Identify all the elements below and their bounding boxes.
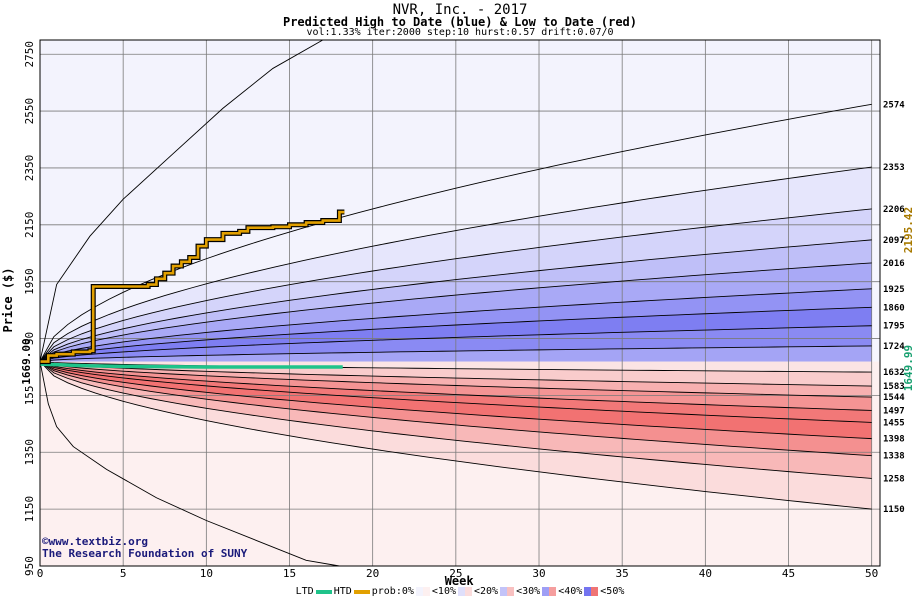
legend-lt10: <10% [431, 586, 456, 597]
probability-band-low [40, 361, 872, 456]
percentile-curve [39, 262, 872, 362]
watermark-url: ©www.textbiz.org [42, 535, 148, 548]
percentile-curve [39, 103, 872, 362]
percentile-curve [39, 239, 872, 362]
legend-lt50: <50% [600, 586, 625, 597]
percentile-curve [39, 306, 872, 362]
x-tick-label: 25 [449, 567, 462, 580]
legend-swatch-20 [458, 587, 472, 596]
curve-end-label: 1258 [883, 474, 905, 484]
y-tick-label: 155 [23, 385, 36, 405]
curve-end-label: 2353 [883, 163, 905, 173]
percentile-curve [39, 361, 872, 398]
x-tick-label: 20 [366, 567, 379, 580]
probability-band-high [40, 167, 872, 362]
y-axis-label: Price ($) [1, 267, 15, 332]
x-tick-label: 35 [616, 567, 629, 580]
y-tick-label: 50 [23, 332, 36, 345]
y-tick-label: 2550 [23, 98, 36, 125]
x-tick-label: 15 [283, 567, 296, 580]
curve-end-label: 1455 [883, 418, 905, 428]
y-tick-label: 2350 [23, 155, 36, 182]
chart-params: vol:1.33% iter:2000 step:10 hurst:0.57 d… [306, 27, 614, 38]
watermark-org: The Research Foundation of SUNY [42, 547, 248, 560]
x-tick-label: 30 [532, 567, 545, 580]
plot-border [39, 39, 881, 567]
percentile-curve [39, 361, 872, 387]
curve-end-label: 2206 [883, 205, 905, 215]
curve-end-label: 1398 [883, 435, 905, 445]
legend-lt40: <40% [558, 586, 583, 597]
percentile-curve [39, 361, 872, 479]
percentile-curve [39, 325, 872, 363]
curve-end-label: 1860 [883, 303, 905, 313]
chart-subtitle: Predicted High to Date (blue) & Low to D… [282, 15, 637, 29]
y-tick-label: 1950 [23, 268, 36, 295]
legend-ltd-label: LTD [295, 586, 314, 597]
x-tick-label: 50 [865, 567, 878, 580]
x-axis-label: Week [445, 574, 475, 588]
legend-swatch-50 [584, 587, 599, 596]
y-tick-label: 2750 [23, 41, 36, 68]
outer-high-envelope [39, 39, 323, 362]
percentile-curve [39, 361, 872, 440]
probability-band-high [40, 288, 872, 362]
legend: LTD HTD prob:0% <10% <20% <30% <40% <50% [0, 586, 920, 597]
percentile-curve [39, 345, 872, 363]
legend-swatch-40 [542, 587, 557, 596]
curve-end-label: 1795 [883, 322, 905, 332]
percentile-curve [39, 361, 872, 411]
legend-htd-label: HTD [333, 586, 352, 597]
ltd-series-line [39, 362, 343, 369]
curve-end-label: 1724 [883, 342, 905, 352]
outer-low-envelope [39, 361, 340, 567]
curve-end-label: 1150 [883, 505, 905, 515]
curve-end-label: 1632 [883, 368, 905, 378]
probability-band-high [40, 208, 872, 362]
htd-value-label: 2195.42 [902, 207, 915, 253]
probability-band-low [40, 361, 872, 479]
curve-end-label: 1583 [883, 382, 905, 392]
curve-end-label: 1544 [883, 393, 905, 403]
percentile-curve [39, 288, 872, 362]
y-tick-label: 2150 [23, 212, 36, 239]
legend-lt30: <30% [516, 586, 541, 597]
x-tick-label: 5 [120, 567, 127, 580]
chart-title: NVR, Inc. - 2017 [392, 2, 528, 18]
probability-band-high [40, 239, 872, 362]
x-tick-label: 0 [37, 567, 44, 580]
percentile-curve [39, 361, 872, 510]
y-tick-label: 950 [23, 556, 36, 576]
probability-band-low [40, 361, 872, 510]
probability-band-high [40, 104, 872, 362]
htd-series-line [40, 210, 345, 363]
y-tick-label: 1350 [23, 439, 36, 466]
percentile-curve [39, 361, 872, 457]
legend-lt20: <20% [474, 586, 499, 597]
start-price-label: 1669.00 [20, 338, 33, 384]
curve-end-label: 1925 [883, 285, 905, 295]
probability-band-low [40, 361, 872, 423]
curve-end-label: 1338 [883, 452, 905, 462]
curve-end-label: 2097 [883, 236, 905, 246]
x-tick-label: 40 [699, 567, 712, 580]
x-tick-label: 45 [782, 567, 795, 580]
probability-band-high [40, 40, 872, 362]
y-tick-label: 1150 [23, 496, 36, 523]
curve-end-label: 2574 [883, 100, 905, 110]
probability-band-low [40, 361, 872, 439]
percentile-curve [39, 166, 872, 362]
percentile-curve [39, 208, 872, 362]
legend-ltd-swatch [315, 589, 332, 594]
ltd-value-label: 1649.99 [902, 345, 915, 391]
curve-end-label: 2016 [883, 259, 905, 269]
legend-prob-label: prob:0% [371, 586, 414, 597]
legend-swatch-10 [415, 587, 430, 596]
x-tick-label: 10 [200, 567, 213, 580]
legend-htd-swatch [353, 589, 370, 594]
curve-end-label: 1497 [883, 406, 905, 416]
legend-swatch-30 [500, 587, 515, 596]
percentile-curve [39, 361, 872, 423]
